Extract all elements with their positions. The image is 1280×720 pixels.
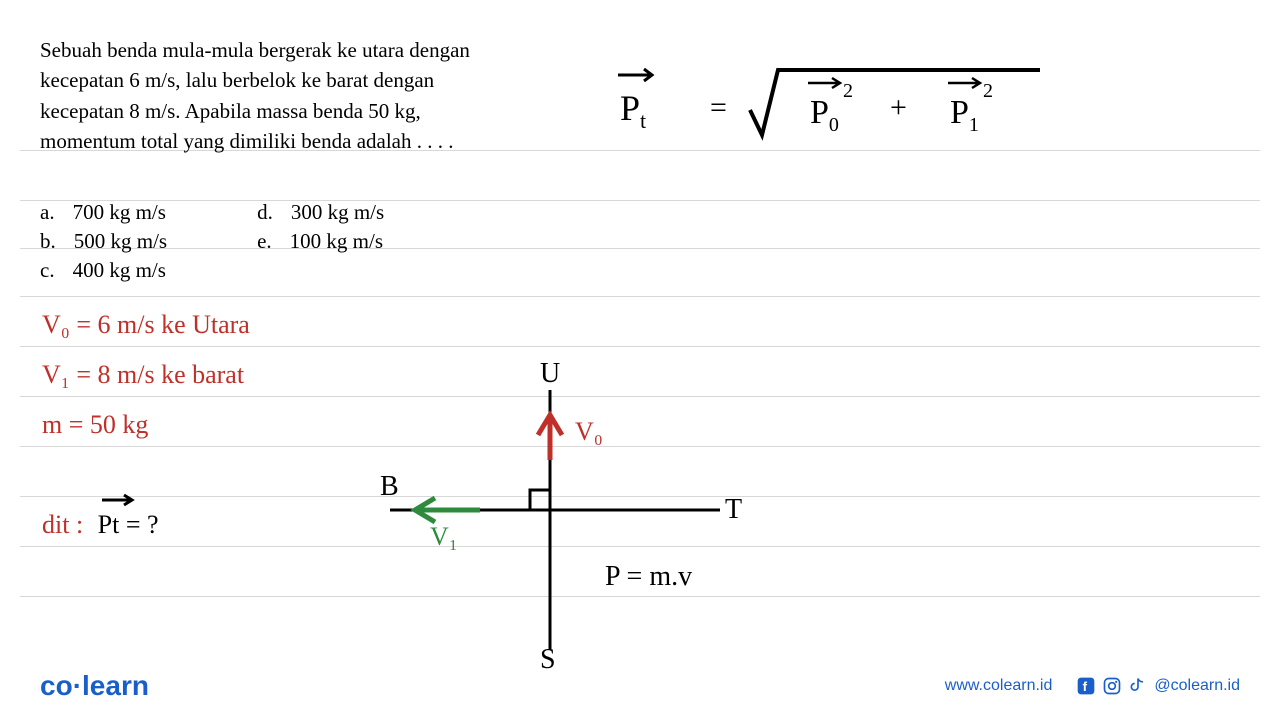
svg-text:=: =: [710, 91, 727, 124]
instagram-icon: [1102, 676, 1122, 696]
question-text: Sebuah benda mula-mula bergerak ke utara…: [40, 35, 520, 157]
svg-text:f: f: [1083, 679, 1088, 694]
answer-options: a.700 kg m/s b.500 kg m/s c.400 kg m/s d.3…: [40, 200, 384, 283]
footer: co·learn www.colearn.id f @colearn.id: [0, 670, 1280, 702]
dit-line: dit : Pt = ?: [42, 510, 159, 540]
footer-url: www.colearn.id: [945, 677, 1053, 695]
svg-text:U: U: [540, 360, 560, 389]
svg-text:V₁: V₁: [430, 522, 458, 551]
option: c.400 kg m/s: [40, 258, 167, 283]
svg-text:Pt: Pt: [620, 88, 646, 133]
svg-text:V₀: V₀: [575, 417, 603, 446]
svg-text:T: T: [725, 494, 742, 525]
facebook-icon: f: [1076, 676, 1096, 696]
option: e.100 kg m/s: [257, 229, 384, 254]
svg-text:+: +: [890, 91, 907, 124]
compass-diagram: U S B T V₀ V₁ P = m.v: [380, 360, 760, 670]
social-handle: @colearn.id: [1154, 677, 1240, 695]
formula-pt: Pt = P0 2 + P1 2: [600, 55, 1100, 145]
svg-text:P = m.v: P = m.v: [605, 561, 692, 592]
option: d.300 kg m/s: [257, 200, 384, 225]
svg-text:P0: P0: [810, 94, 839, 136]
given-v0: V₀ = 6 m/s ke Utara: [42, 310, 250, 340]
logo: co·learn: [40, 670, 149, 702]
svg-text:2: 2: [983, 80, 993, 102]
given-mass: m = 50 kg: [42, 410, 148, 440]
given-v1: V₁ = 8 m/s ke barat: [42, 360, 244, 390]
social-icons: f @colearn.id: [1076, 676, 1240, 696]
svg-text:2: 2: [843, 80, 853, 102]
svg-text:S: S: [540, 644, 556, 670]
svg-text:P1: P1: [950, 94, 979, 136]
option: a.700 kg m/s: [40, 200, 167, 225]
option: b.500 kg m/s: [40, 229, 167, 254]
tiktok-icon: [1128, 676, 1148, 696]
svg-text:B: B: [380, 471, 399, 502]
